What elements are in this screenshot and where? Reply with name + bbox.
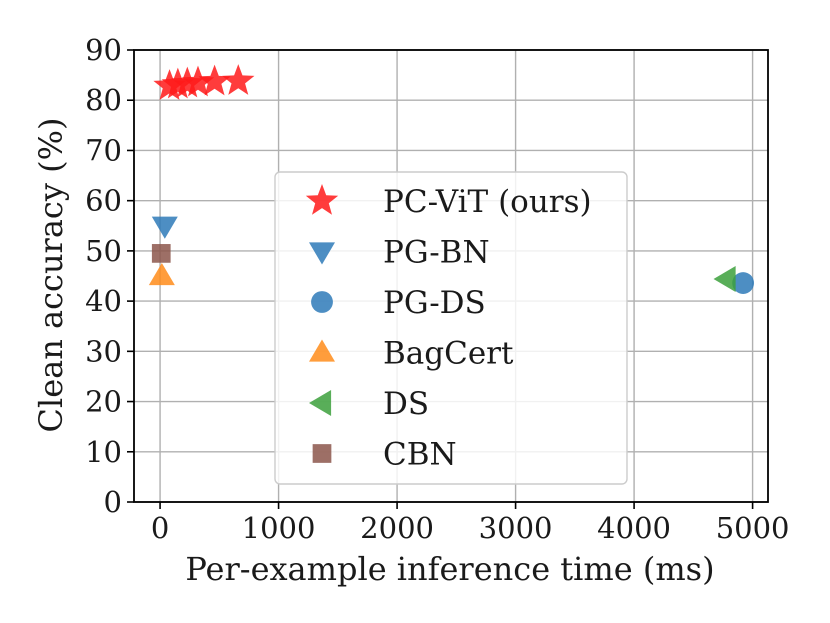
y-tick-label: 70: [85, 133, 122, 167]
y-tick-label: 50: [85, 234, 122, 268]
data-point-star: [171, 66, 204, 98]
x-tick-label: 3000: [479, 511, 553, 545]
legend-marker-triangle-down: [309, 242, 335, 265]
legend-marker-circle: [311, 291, 333, 313]
legend-box: [274, 171, 628, 485]
x-tick-label: 0: [151, 511, 169, 545]
legend-marker-triangle-up: [309, 339, 335, 362]
y-tick-label: 20: [85, 385, 122, 419]
y-axis-label: Clean accuracy (%): [32, 118, 70, 433]
legend-label: BagCert: [383, 336, 514, 372]
data-point-star: [181, 65, 215, 97]
data-points: [148, 64, 755, 294]
data-point-triangle-down: [151, 216, 178, 239]
data-point-square: [151, 244, 171, 263]
y-tick-label: 80: [85, 83, 122, 117]
x-tick-label: 1000: [242, 511, 316, 545]
data-point-circle: [732, 272, 755, 294]
data-point-star: [198, 64, 231, 96]
data-point-triangle-up: [148, 263, 175, 286]
plot-frame: [133, 49, 769, 503]
y-tick-label: 10: [85, 435, 122, 469]
x-axis-label: Per-example inference time (ms): [185, 550, 714, 588]
legend: PC-ViT (ours) PG-BN PG-DS BagCert DS CBN: [274, 171, 628, 485]
x-tick-label: 5000: [716, 511, 790, 545]
legend-label: CBN: [383, 437, 457, 473]
y-tick-label: 40: [85, 284, 122, 318]
y-tick-label: 90: [85, 33, 122, 67]
legend-marker-star: [305, 184, 339, 215]
data-point-star: [222, 64, 255, 95]
y-tick-label: 30: [85, 334, 122, 368]
legend-marker-triangle-left: [309, 390, 332, 416]
legend-label: PC-ViT (ours): [383, 184, 592, 220]
legend-marker-square: [312, 444, 332, 463]
legend-label: DS: [383, 386, 429, 422]
legend-label: PG-BN: [383, 235, 490, 271]
y-tick-label: 0: [104, 485, 122, 519]
x-tick-label: 4000: [597, 511, 671, 545]
y-tick-label: 60: [85, 184, 122, 218]
data-point-triangle-left: [713, 266, 736, 293]
x-tick-label: 2000: [360, 511, 434, 545]
axes-frame: [133, 49, 769, 503]
axis-ticks: 0 1000 2000 3000 4000 5000 0 10 20 30 40 50 60 70 80 90: [85, 33, 789, 545]
legend-label: PG-DS: [383, 285, 486, 321]
